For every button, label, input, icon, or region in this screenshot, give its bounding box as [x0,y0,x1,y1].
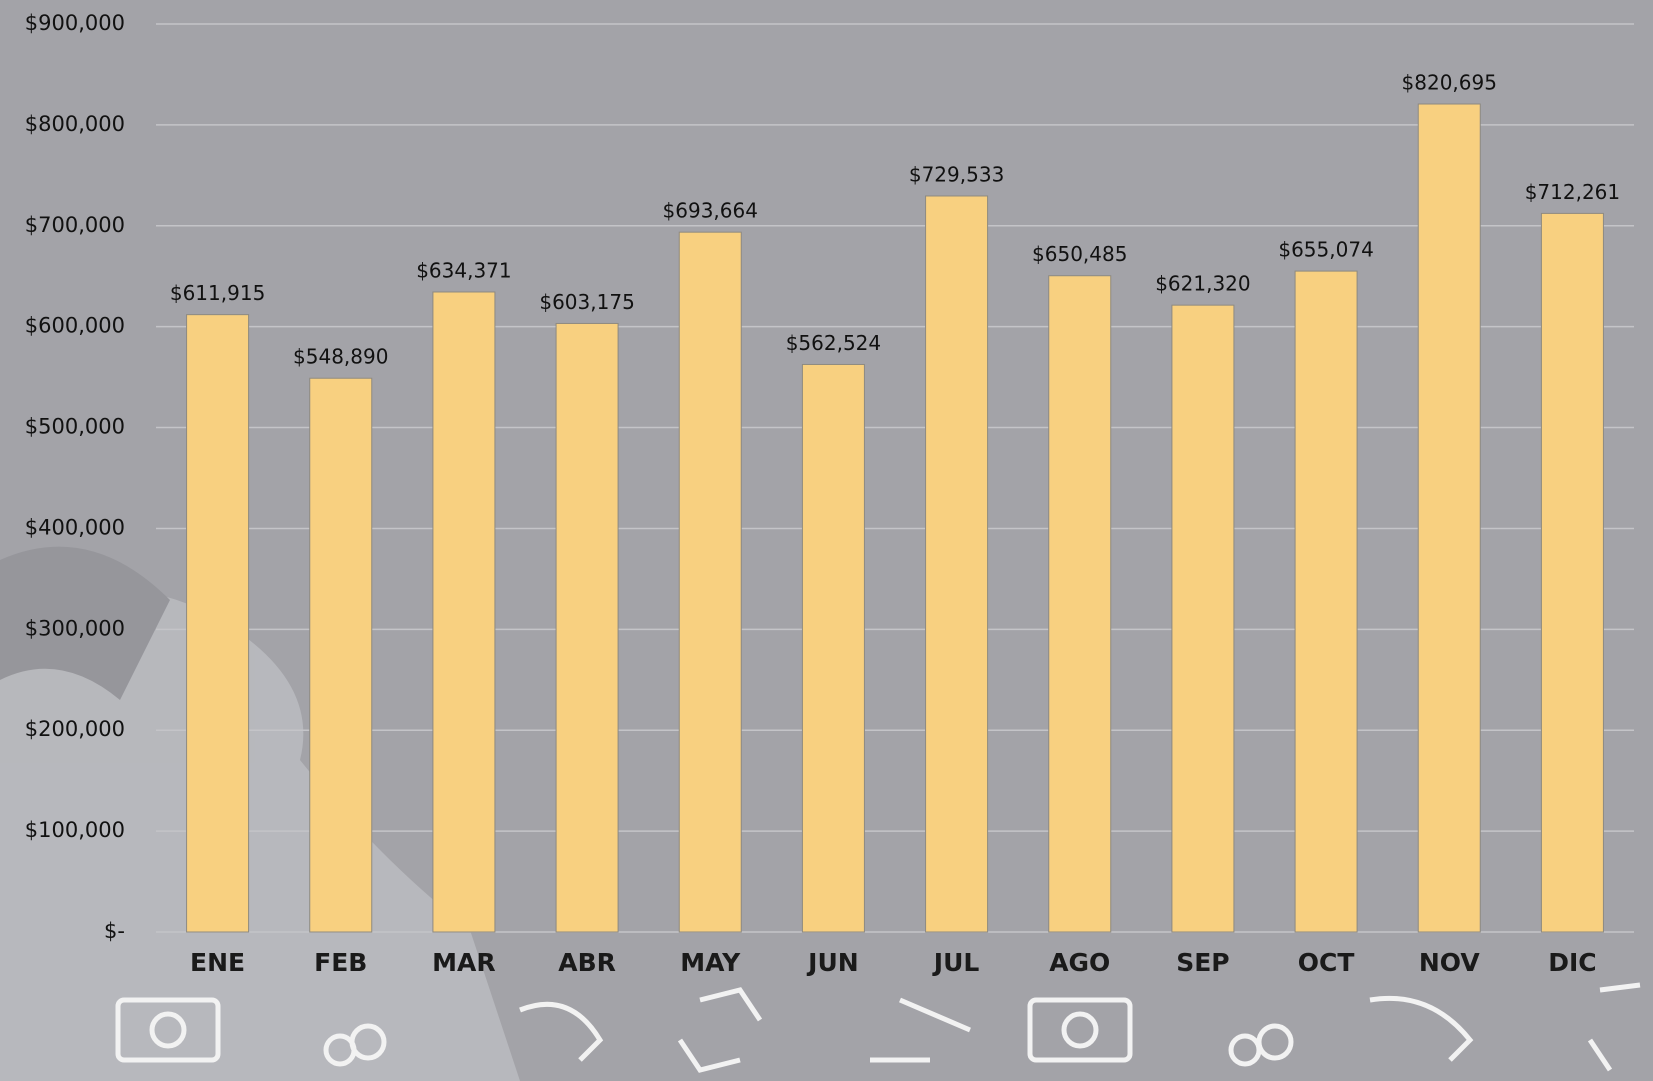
bar [433,292,495,932]
bar [556,323,618,932]
y-tick-label: $500,000 [25,415,125,439]
value-label: $611,915 [170,281,265,305]
value-label: $562,524 [786,331,881,355]
x-tick-label: JUN [806,948,859,977]
value-label: $655,074 [1278,238,1373,262]
value-label: $650,485 [1032,242,1127,266]
y-tick-label: $700,000 [25,213,125,237]
y-tick-label: $300,000 [25,616,125,640]
bar [1172,305,1234,932]
x-tick-label: DIC [1548,948,1596,977]
y-tick-label: $- [104,919,125,943]
value-label: $548,890 [293,345,388,369]
x-tick-label: NOV [1419,948,1481,977]
x-tick-label: FEB [314,948,367,977]
value-label: $603,175 [539,290,634,314]
y-tick-label: $400,000 [25,515,125,539]
y-tick-label: $100,000 [25,818,125,842]
bar [187,315,249,932]
x-tick-label: OCT [1298,948,1355,977]
x-tick-label: AGO [1049,948,1110,977]
bar [926,196,988,932]
y-tick-label: $200,000 [25,717,125,741]
x-tick-label: ABR [558,948,616,977]
bar [310,378,372,932]
value-label: $634,371 [416,258,511,282]
value-label: $712,261 [1525,180,1620,204]
y-tick-label: $900,000 [25,11,125,35]
x-tick-label: MAY [680,948,741,977]
y-tick-label: $800,000 [25,112,125,136]
bar [802,364,864,932]
value-label: $621,320 [1155,272,1250,296]
chart: $- $100,000 $200,000 $300,000 $400,000 $500,0… [0,0,1653,1081]
x-tick-label: JUL [932,948,980,977]
value-label: $729,533 [909,162,1004,186]
bar [1049,276,1111,932]
x-tick-label: SEP [1176,948,1229,977]
bar [679,232,741,932]
value-label: $693,664 [663,199,758,223]
x-tick-label: MAR [432,948,495,977]
x-tick-label: ENE [190,948,245,977]
y-tick-label: $600,000 [25,314,125,338]
value-label: $820,695 [1402,71,1497,95]
bar [1295,271,1357,932]
bar [1418,104,1480,932]
bar [1541,213,1603,932]
